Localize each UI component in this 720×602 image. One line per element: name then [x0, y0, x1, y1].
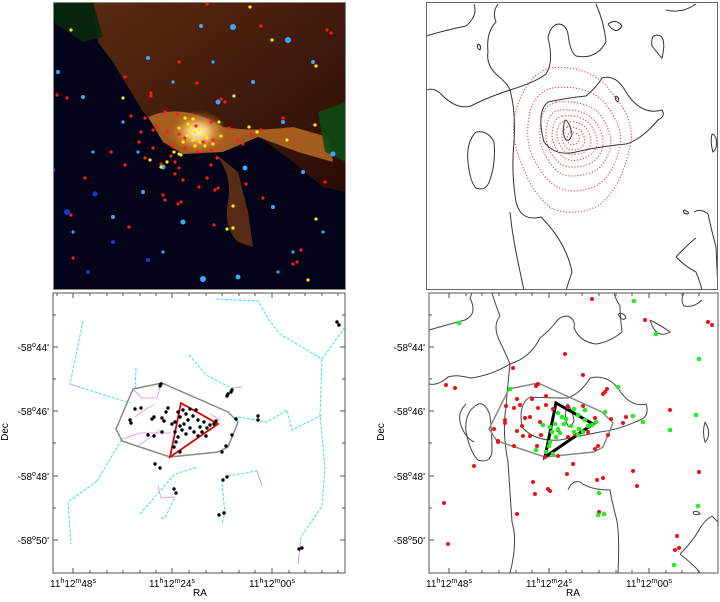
x-axis-title: RA	[566, 588, 580, 597]
svg-text:-58o46': -58o46'	[394, 406, 425, 418]
yellow-yso-markers	[69, 5, 318, 282]
xtick-48s: 11h12m48s	[50, 578, 96, 590]
stars	[56, 24, 336, 282]
mst-scatter: -58o44' -58o46' -58o48' -58o50' Dec 11h1…	[0, 292, 346, 599]
convex-hull	[115, 382, 239, 458]
x-axis-title: RA	[193, 588, 207, 597]
x-tick-labels: 11h12m48s 11h12m24s 11h12m00s	[426, 578, 672, 590]
ytick-50: -58o50'	[18, 535, 49, 547]
convex-hull	[488, 382, 614, 458]
ytick-48: -58o48'	[18, 471, 49, 483]
class-scatter: -58o44' -58o46' -58o48' -58o50' Dec 11h1…	[376, 292, 719, 599]
plot-frame	[52, 292, 346, 574]
svg-text:11h12m48s: 11h12m48s	[426, 578, 472, 590]
panel-contour-map	[425, 2, 719, 291]
xtick-24s: 11h12m24s	[149, 578, 195, 590]
red-yso-markers	[55, 2, 333, 266]
y-tick-labels: -58o44' -58o46' -58o48' -58o50'	[18, 342, 49, 547]
core-hull	[168, 401, 220, 460]
ytick-44: -58o44'	[18, 342, 49, 354]
y-tick-labels: -58o44' -58o46' -58o48' -58o50'	[394, 342, 425, 547]
y-axis-title: Dec	[376, 423, 387, 441]
ytick-46: -58o46'	[18, 406, 49, 418]
ir-composite-image	[50, 2, 346, 290]
xtick-00s: 11h12m00s	[249, 578, 295, 590]
svg-text:-58o44': -58o44'	[394, 342, 425, 354]
svg-text:11h12m24s: 11h12m24s	[526, 578, 572, 590]
cluster-members	[128, 320, 341, 551]
y-axis-title: Dec	[0, 423, 11, 441]
svg-text:11h12m00s: 11h12m00s	[626, 578, 672, 590]
class-i-sources	[456, 298, 702, 568]
panel-class-plot: -58o44' -58o46' -58o48' -58o50' Dec 11h1…	[360, 292, 720, 599]
svg-text:-58o48': -58o48'	[394, 471, 425, 483]
svg-text:-58o50': -58o50'	[394, 535, 425, 547]
extinction-contour	[425, 3, 719, 291]
panel-mst-plot: -58o44' -58o46' -58o48' -58o50' Dec 11h1…	[0, 292, 360, 599]
panel-ir-image	[50, 2, 346, 290]
density-contours	[513, 67, 632, 213]
core-hull	[542, 400, 596, 461]
contour-plot	[425, 2, 719, 291]
x-tick-labels: 11h12m48s 11h12m24s 11h12m00s	[50, 578, 295, 590]
